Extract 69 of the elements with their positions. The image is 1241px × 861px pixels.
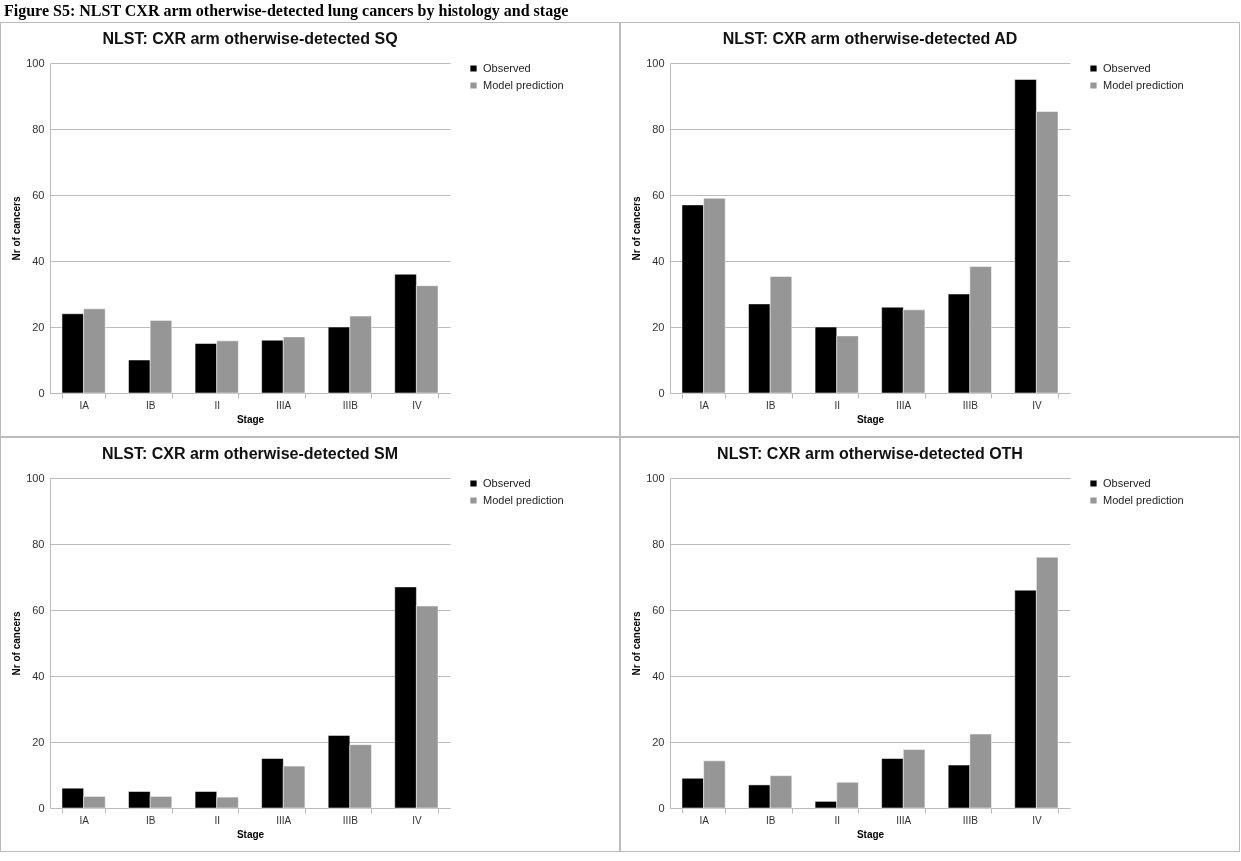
y-tick-label: 80 xyxy=(652,537,665,550)
x-axis-title: Stage xyxy=(236,828,265,840)
x-tick-label: IIIB xyxy=(962,814,979,826)
x-tick-label: II xyxy=(214,399,220,411)
y-tick-label: 0 xyxy=(38,386,45,399)
legend-label: Observed xyxy=(1103,61,1151,74)
y-axis-title: Nr of cancers xyxy=(11,196,23,261)
x-tick-label: IV xyxy=(412,814,422,826)
y-tick-label: 40 xyxy=(652,669,665,682)
x-tick-label: IV xyxy=(412,399,422,411)
x-tick-label: IA xyxy=(79,399,90,411)
x-tick-label: IIIA xyxy=(276,399,292,411)
x-tick-label: IB xyxy=(145,399,156,411)
legend-label: Model prediction xyxy=(483,78,564,91)
y-tick-label: 0 xyxy=(38,801,45,814)
x-tick-label: IIIB xyxy=(962,399,979,411)
y-tick-label: 100 xyxy=(646,471,665,484)
chart-title: NLST: CXR arm otherwise-detected SM xyxy=(101,445,399,462)
y-tick-label: 100 xyxy=(646,56,665,69)
y-tick-label: 20 xyxy=(652,320,665,333)
y-axis-title: Nr of cancers xyxy=(11,611,23,676)
y-axis-title: Nr of cancers xyxy=(631,611,643,676)
y-tick-label: 20 xyxy=(32,735,45,748)
chart-title: NLST: CXR arm otherwise-detected SQ xyxy=(102,30,398,47)
x-tick-label: IIIA xyxy=(896,814,912,826)
x-tick-label: IA xyxy=(699,814,710,826)
x-tick-label: IB xyxy=(765,399,776,411)
legend-label: Model prediction xyxy=(483,493,564,506)
y-tick-label: 80 xyxy=(32,122,45,135)
legend-label: Observed xyxy=(483,61,531,74)
y-tick-label: 40 xyxy=(32,669,45,682)
x-axis-title: Stage xyxy=(856,828,885,840)
x-tick-label: IA xyxy=(699,399,710,411)
legend-label: Model prediction xyxy=(1103,78,1184,91)
legend-label: Observed xyxy=(1103,476,1151,489)
chart-title: NLST: CXR arm otherwise-detected OTH xyxy=(717,445,1023,462)
y-tick-label: 80 xyxy=(32,537,45,550)
x-tick-label: IV xyxy=(1032,399,1042,411)
y-tick-label: 100 xyxy=(26,56,45,69)
y-tick-label: 20 xyxy=(32,320,45,333)
x-tick-label: IIIA xyxy=(276,814,292,826)
x-tick-label: IB xyxy=(765,814,776,826)
y-tick-label: 80 xyxy=(652,122,665,135)
x-axis-title: Stage xyxy=(236,413,265,425)
y-tick-label: 100 xyxy=(26,471,45,484)
y-tick-label: 40 xyxy=(652,254,665,267)
y-tick-label: 40 xyxy=(32,254,45,267)
legend-label: Model prediction xyxy=(1103,493,1184,506)
x-tick-label: II xyxy=(834,814,840,826)
y-tick-label: 60 xyxy=(32,603,45,616)
y-tick-label: 20 xyxy=(652,735,665,748)
x-tick-label: IIIA xyxy=(896,399,912,411)
x-axis-title: Stage xyxy=(856,413,885,425)
x-tick-label: IB xyxy=(145,814,156,826)
x-tick-label: IIIB xyxy=(342,399,359,411)
chart-title: NLST: CXR arm otherwise-detected AD xyxy=(722,30,1018,47)
legend-label: Observed xyxy=(483,476,531,489)
x-tick-label: II xyxy=(834,399,840,411)
y-axis-title: Nr of cancers xyxy=(631,196,643,261)
x-tick-label: IIIB xyxy=(342,814,359,826)
y-tick-label: 0 xyxy=(658,386,665,399)
x-tick-label: II xyxy=(214,814,220,826)
x-tick-label: IV xyxy=(1032,814,1042,826)
x-tick-label: IA xyxy=(79,814,90,826)
y-tick-label: 60 xyxy=(652,188,665,201)
caption: Figure S5: NLST CXR arm otherwise-detected lung cancers by histology and stage xyxy=(3,1,570,22)
y-tick-label: 0 xyxy=(658,801,665,814)
y-tick-label: 60 xyxy=(652,603,665,616)
y-tick-label: 60 xyxy=(32,188,45,201)
